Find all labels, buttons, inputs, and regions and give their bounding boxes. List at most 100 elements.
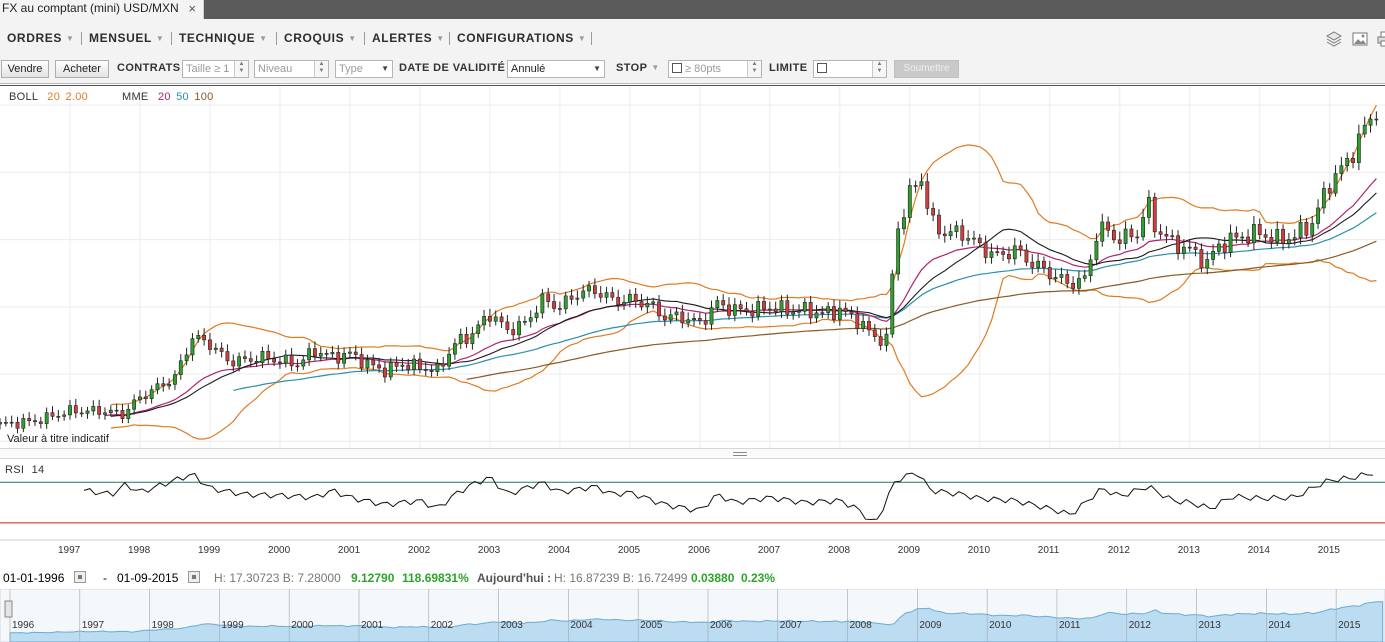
candle-body — [0, 422, 2, 425]
stop-checkbox[interactable] — [672, 63, 682, 73]
candle-body — [1205, 259, 1210, 269]
type-select[interactable]: Type ▼ — [335, 60, 393, 78]
ema-legend[interactable]: MME 20 50 100 — [122, 91, 214, 103]
stepper-icon[interactable]: ▲ ▼ — [872, 61, 886, 77]
candle-body — [1269, 237, 1274, 243]
candle-body — [954, 225, 959, 232]
menu-alerts[interactable]: ALERTES ▼ — [372, 31, 445, 45]
candle-body — [872, 329, 877, 337]
stop-input[interactable]: ≥ 80pts ▲ ▼ — [668, 60, 762, 78]
candle-body — [633, 293, 638, 302]
bollinger-legend[interactable]: BOLL 20 2.00 — [9, 91, 88, 103]
navigator-tick-label: 2003 — [501, 620, 524, 631]
calendar-icon[interactable] — [74, 571, 86, 583]
candle-body — [1368, 118, 1373, 126]
rsi-legend[interactable]: RSI 14 — [5, 464, 44, 476]
candle-body — [103, 412, 107, 415]
range-high-low: H: 17.30723 B: 7.28000 — [214, 571, 341, 585]
navigator-tick-label: 2012 — [1129, 620, 1152, 631]
candle-body — [931, 208, 936, 216]
date-range-bar: 01-01-1996 - 01-09-2015 H: 17.30723 B: 7… — [0, 566, 1385, 588]
menu-sketches[interactable]: CROQUIS ▼ — [284, 31, 357, 45]
candle-body — [38, 421, 43, 424]
submit-button[interactable]: Soumettre — [894, 60, 959, 78]
candle-body — [173, 374, 177, 385]
candle-body — [1345, 158, 1350, 167]
navigator-area — [9, 601, 1384, 642]
candle-body — [709, 307, 714, 325]
buy-button[interactable]: Acheter — [55, 60, 109, 78]
menu-configurations[interactable]: CONFIGURATIONS ▼ — [457, 31, 586, 45]
menu-interval[interactable]: MENSUEL ▼ — [89, 31, 164, 45]
candle-body — [1333, 173, 1338, 194]
level-input[interactable]: Niveau ▲ ▼ — [254, 60, 329, 78]
candle-body — [942, 233, 947, 237]
candle-body — [960, 225, 965, 241]
navigator-tick-label: 2014 — [1268, 620, 1291, 631]
candle-body — [517, 321, 521, 336]
instrument-tab[interactable]: FX au comptant (mini) USD/MXN × — [0, 0, 204, 19]
x-tick-label: 2011 — [1037, 545, 1060, 556]
candle-body — [56, 416, 61, 418]
rsi-chart[interactable] — [0, 459, 1385, 541]
limit-checkbox[interactable] — [817, 63, 827, 73]
candle-body — [1246, 236, 1250, 244]
navigator-tick-label: 1998 — [152, 620, 175, 631]
candle-body — [972, 237, 976, 240]
price-chart[interactable] — [0, 85, 1385, 448]
candle-body — [190, 338, 195, 356]
sell-button[interactable]: Vendre — [1, 60, 49, 78]
navigator-handle — [4, 600, 13, 618]
candle-body — [1036, 260, 1041, 268]
candle-body — [563, 295, 568, 310]
close-icon[interactable]: × — [188, 1, 196, 16]
stepper-icon[interactable]: ▲ ▼ — [234, 61, 248, 77]
candle-body — [447, 353, 451, 367]
candle-body — [1123, 228, 1128, 244]
indicative-value-note: Valeur à titre indicatif — [7, 433, 109, 445]
navigator-tick-label: 2008 — [850, 620, 873, 631]
stepper-icon[interactable]: ▲ ▼ — [747, 61, 761, 77]
candle-body — [330, 352, 335, 355]
candle-body — [1001, 251, 1006, 255]
candle-body — [1012, 245, 1017, 260]
candle-body — [1321, 188, 1326, 209]
candle-body — [149, 389, 154, 400]
range-start-date[interactable]: 01-01-1996 — [3, 571, 65, 585]
x-tick-label: 1998 — [127, 545, 151, 556]
navigator-tick-label: 2006 — [710, 620, 733, 631]
limit-input[interactable]: ▲ ▼ — [813, 60, 887, 78]
range-end-date[interactable]: 01-09-2015 — [117, 571, 179, 585]
candle-body — [680, 311, 685, 324]
calendar-icon[interactable] — [188, 571, 200, 583]
pane-splitter[interactable] — [0, 448, 1385, 459]
candle-body — [727, 304, 731, 316]
grip-icon[interactable] — [733, 452, 747, 456]
x-tick-label: 2002 — [407, 545, 431, 556]
candle-body — [552, 301, 556, 309]
candle-body — [884, 333, 889, 346]
image-icon[interactable] — [1352, 31, 1368, 47]
candle-body — [1275, 228, 1280, 243]
validity-value: Annulé — [511, 63, 546, 75]
candle-body — [394, 362, 399, 367]
candle-body — [138, 396, 142, 401]
candle-body — [639, 301, 644, 308]
menu-orders[interactable]: ORDRES ▼ — [7, 31, 74, 45]
candle-body — [167, 383, 172, 387]
menu-technical[interactable]: TECHNIQUE ▼ — [179, 31, 268, 45]
print-icon[interactable] — [1377, 31, 1385, 47]
navigator-chart[interactable]: 1996 1997 1998 1999 2000 2001 2002 2003 2004 2005… — [0, 589, 1385, 642]
candle-body — [114, 409, 119, 412]
stepper-icon[interactable]: ▲ ▼ — [314, 61, 328, 77]
stop-menu[interactable]: STOP ▼ — [616, 62, 660, 74]
candle-body — [196, 335, 201, 339]
validity-select[interactable]: Annulé ▼ — [507, 60, 605, 78]
layers-icon[interactable] — [1326, 31, 1342, 47]
candle-body — [1018, 245, 1023, 251]
x-tick-label: 2008 — [827, 545, 851, 556]
candle-body — [1141, 217, 1145, 238]
bollinger-period: 20 — [47, 91, 61, 103]
size-input[interactable]: Taille ≥ 1 ▲ ▼ — [182, 60, 249, 78]
